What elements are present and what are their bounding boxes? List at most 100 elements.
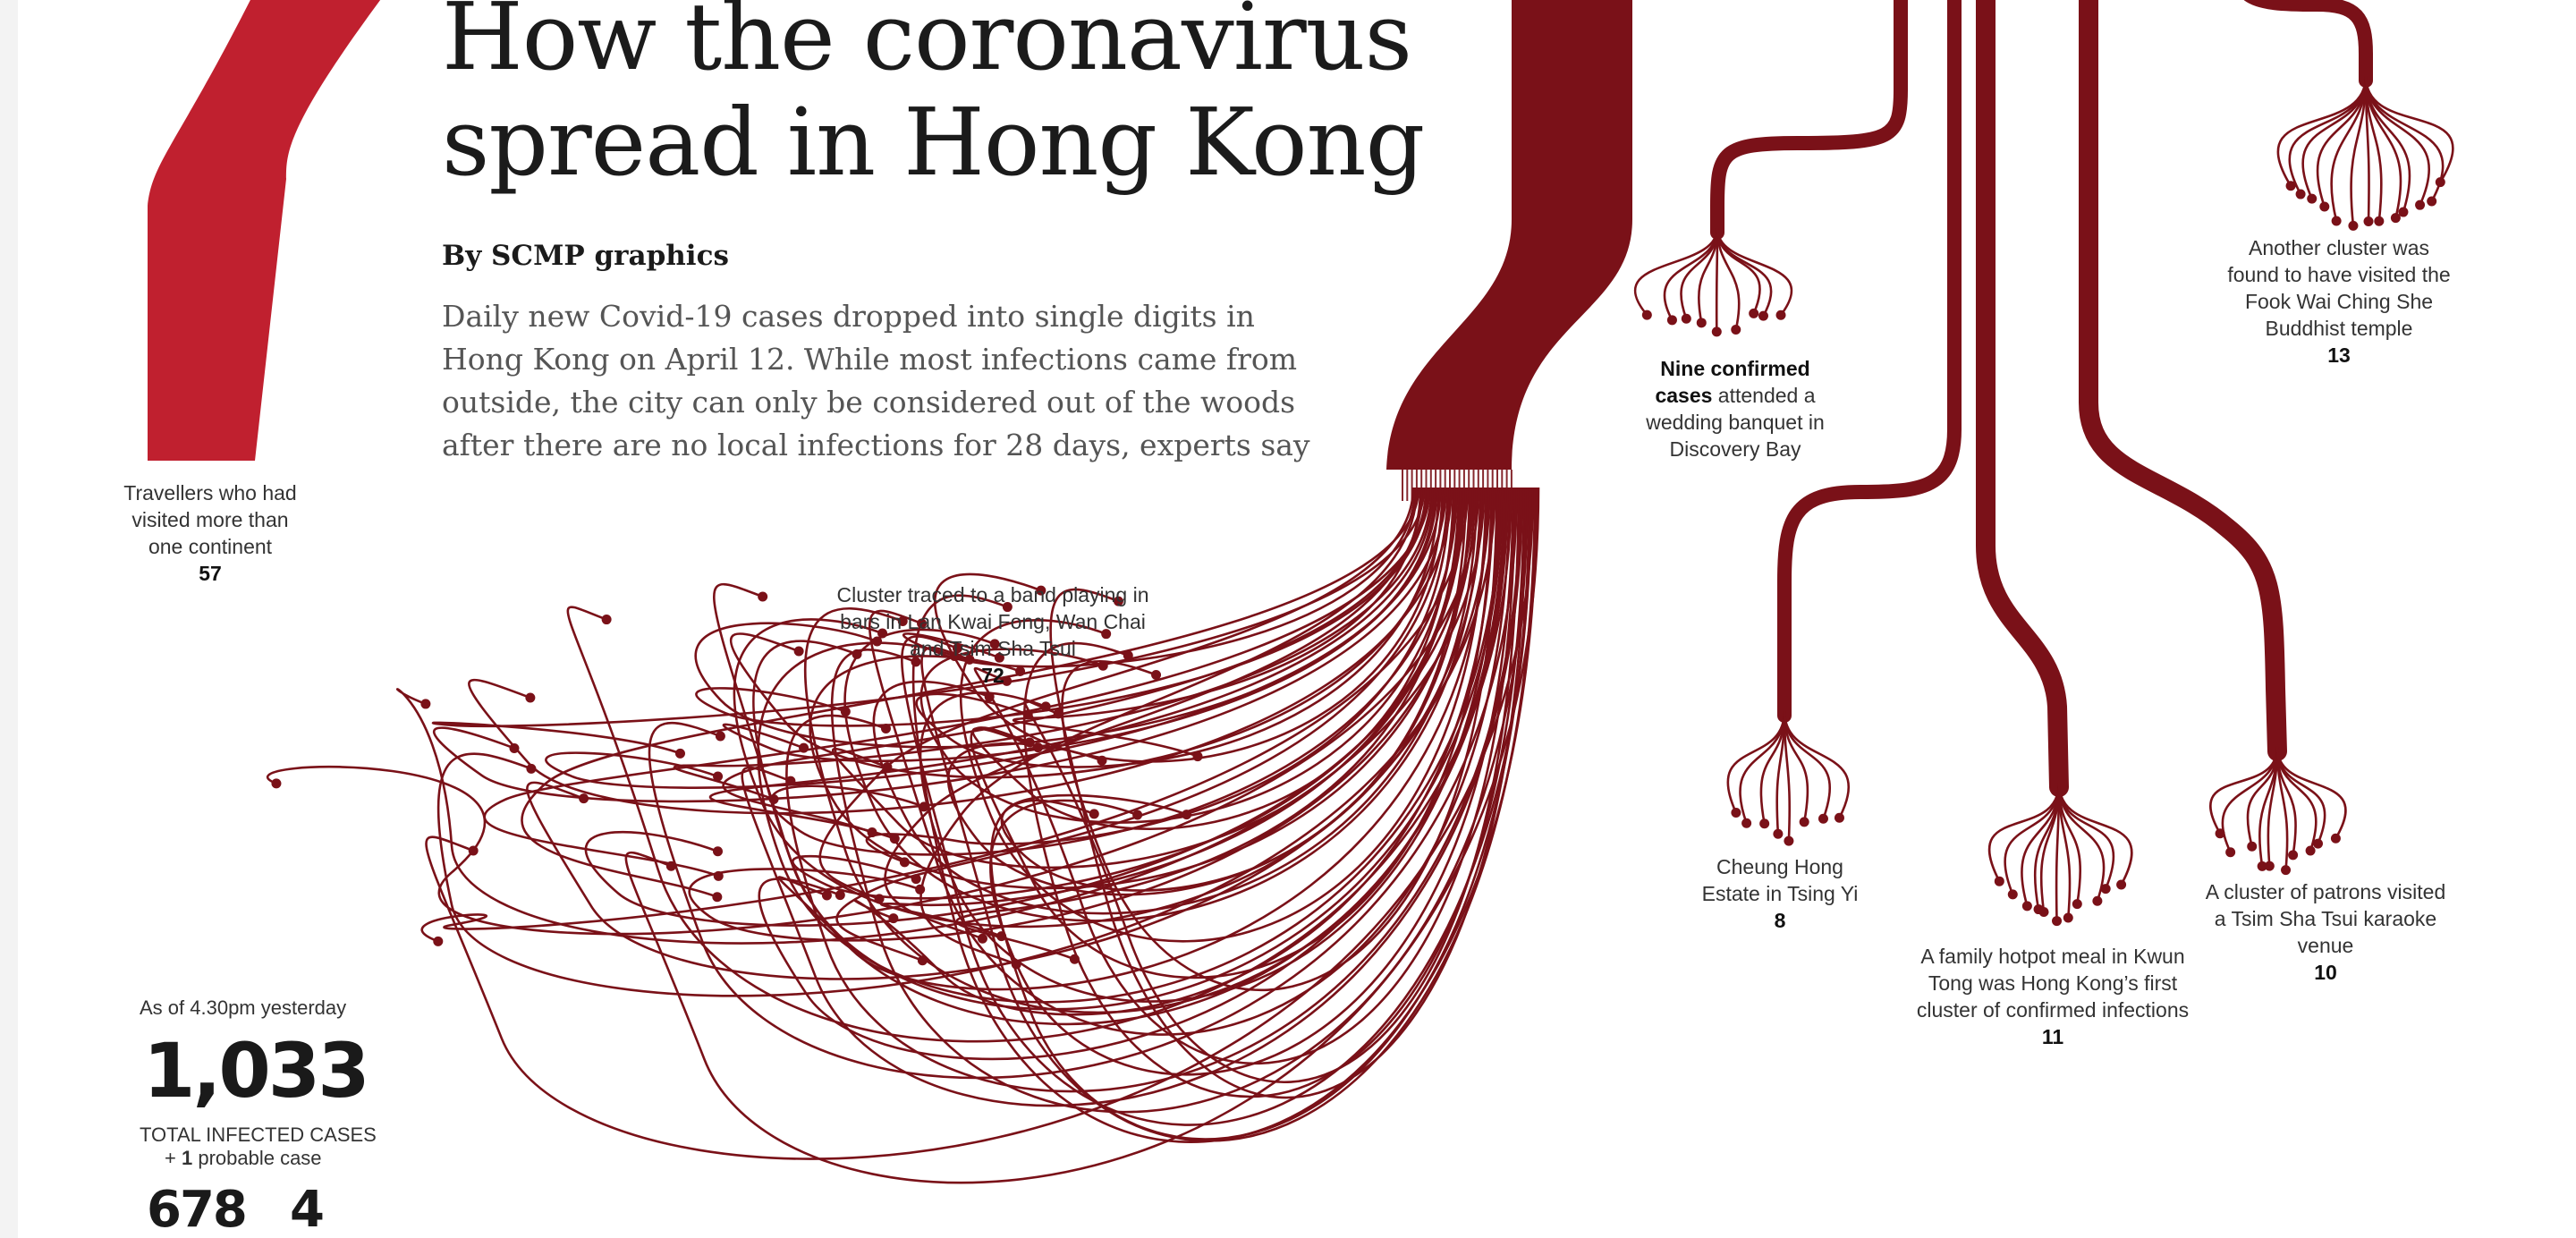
deck-text: Daily new Covid-19 cases dropped into si…: [442, 299, 1310, 462]
wedding-dot: [1749, 308, 1759, 318]
band-strand: [868, 487, 1511, 1036]
temple-dot: [2348, 220, 2359, 231]
case-dot: [964, 654, 975, 665]
wedding-label: Nine confirmed cases attended a wedding …: [1646, 355, 1825, 462]
temple-dot: [2285, 181, 2296, 191]
case-dot: [793, 646, 804, 657]
band-strand: [566, 487, 1513, 1043]
case-dot: [271, 778, 282, 789]
case-dot: [799, 742, 809, 753]
band-strand: [920, 487, 1537, 1142]
hotpot-dot: [1994, 876, 2004, 886]
case-dot: [1182, 810, 1192, 820]
band-strand: [879, 487, 1462, 937]
wedding-strand: [1663, 227, 1719, 321]
cluster-fans: [1633, 75, 2454, 927]
wedding-dot: [1731, 325, 1741, 335]
temple-dot: [2331, 216, 2342, 226]
karaoke-strand: [2275, 746, 2347, 839]
band-label: Cluster traced to a band playing in bars…: [827, 581, 1158, 689]
probable-suffix: probable case: [192, 1147, 322, 1169]
case-dot: [977, 933, 987, 944]
karaoke-dot: [2247, 841, 2258, 852]
hotpot-trunk: [1976, 0, 2069, 797]
band-strand: [970, 487, 1493, 979]
case-dot: [433, 936, 444, 946]
stat-b: 4: [290, 1181, 325, 1238]
wedding-text: attended a wedding banquet in Discovery …: [1646, 384, 1825, 461]
wedding-dot: [1681, 313, 1691, 324]
band-strand: [830, 487, 1530, 1114]
wedding-dot: [1758, 310, 1768, 321]
band-strand: [901, 487, 1533, 1126]
case-dot: [1015, 666, 1026, 676]
wedding-bold-text: Nine confirmed cases: [1655, 357, 1810, 407]
hotpot-strand: [2004, 782, 2061, 895]
case-dot: [674, 748, 685, 759]
band-strand: [648, 487, 1518, 1080]
case-dot: [1151, 669, 1162, 680]
hotpot-dot: [2038, 907, 2049, 918]
temple-strand: [2288, 75, 2368, 195]
temple-count: 13: [2327, 343, 2351, 367]
karaoke-strand: [2221, 746, 2279, 853]
karaoke-dot: [2257, 861, 2267, 871]
case-dot: [601, 615, 612, 625]
case-dot: [1123, 650, 1133, 661]
temple-label: Another cluster was found to have visite…: [2223, 234, 2455, 369]
wedding-dot: [1666, 315, 1677, 326]
headline-line2: spread in Hong Kong: [442, 88, 1425, 197]
hotpot-dot: [2063, 912, 2073, 923]
as-of-label: As of 4.30pm yesterday: [140, 996, 347, 1019]
karaoke-dot: [2330, 833, 2341, 844]
band-strand: [526, 487, 1491, 980]
case-dot: [952, 643, 962, 654]
case-dot: [911, 874, 921, 885]
hotpot-strand: [2057, 782, 2133, 886]
band-strand: [741, 487, 1524, 1107]
case-dot: [420, 699, 431, 709]
case-dot: [994, 652, 1004, 663]
band-text: Cluster traced to a band playing in bars…: [836, 583, 1149, 660]
temple-dot: [2307, 193, 2318, 204]
wedding-strand: [1633, 227, 1719, 316]
band-strand: [843, 487, 1482, 922]
case-dot: [712, 846, 723, 857]
hotpot-dot: [2092, 895, 2103, 906]
case-dot: [877, 628, 888, 639]
band-strand: [483, 487, 1431, 878]
karaoke-count: 10: [2314, 961, 2337, 984]
temple-strand: [2330, 75, 2368, 222]
temple-dot: [2363, 216, 2374, 227]
cheung-hong-dot: [1784, 835, 1794, 846]
karaoke-dot: [2225, 847, 2236, 858]
temple-dot: [2295, 189, 2306, 199]
cheung-hong-count: 8: [1774, 909, 1786, 932]
band-strand: [713, 487, 1509, 1026]
wedding-dot: [1641, 310, 1652, 320]
wedding-strand: [1716, 227, 1773, 317]
band-strand: [688, 487, 1477, 942]
case-dot: [579, 793, 589, 804]
temple-dot: [2415, 199, 2426, 210]
cheung-hong-dot: [1741, 818, 1752, 828]
byline: By SCMP graphics: [442, 240, 729, 272]
cheung-hong-text: Cheung Hong Estate in Tsing Yi: [1701, 855, 1859, 905]
case-dot: [1113, 596, 1123, 606]
case-dot: [880, 723, 891, 733]
probable-case: + 1 probable case: [165, 1147, 322, 1170]
cheung-hong-dot: [1799, 817, 1809, 827]
band-strand: [872, 487, 1479, 915]
hotpot-strand: [2057, 782, 2081, 904]
band-cluster-strands: [267, 487, 1540, 1184]
karaoke-dot: [2288, 850, 2299, 861]
case-dot: [821, 890, 832, 901]
wedding-dot: [1711, 326, 1722, 337]
wedding-trunk: [1710, 0, 1908, 240]
case-dot: [897, 616, 908, 627]
cheung-hong-trunk: [1777, 0, 1962, 723]
temple-dot: [2390, 213, 2401, 224]
band-strand: [436, 487, 1496, 997]
wedding-dot: [1696, 318, 1707, 328]
probable-prefix: +: [165, 1147, 182, 1169]
